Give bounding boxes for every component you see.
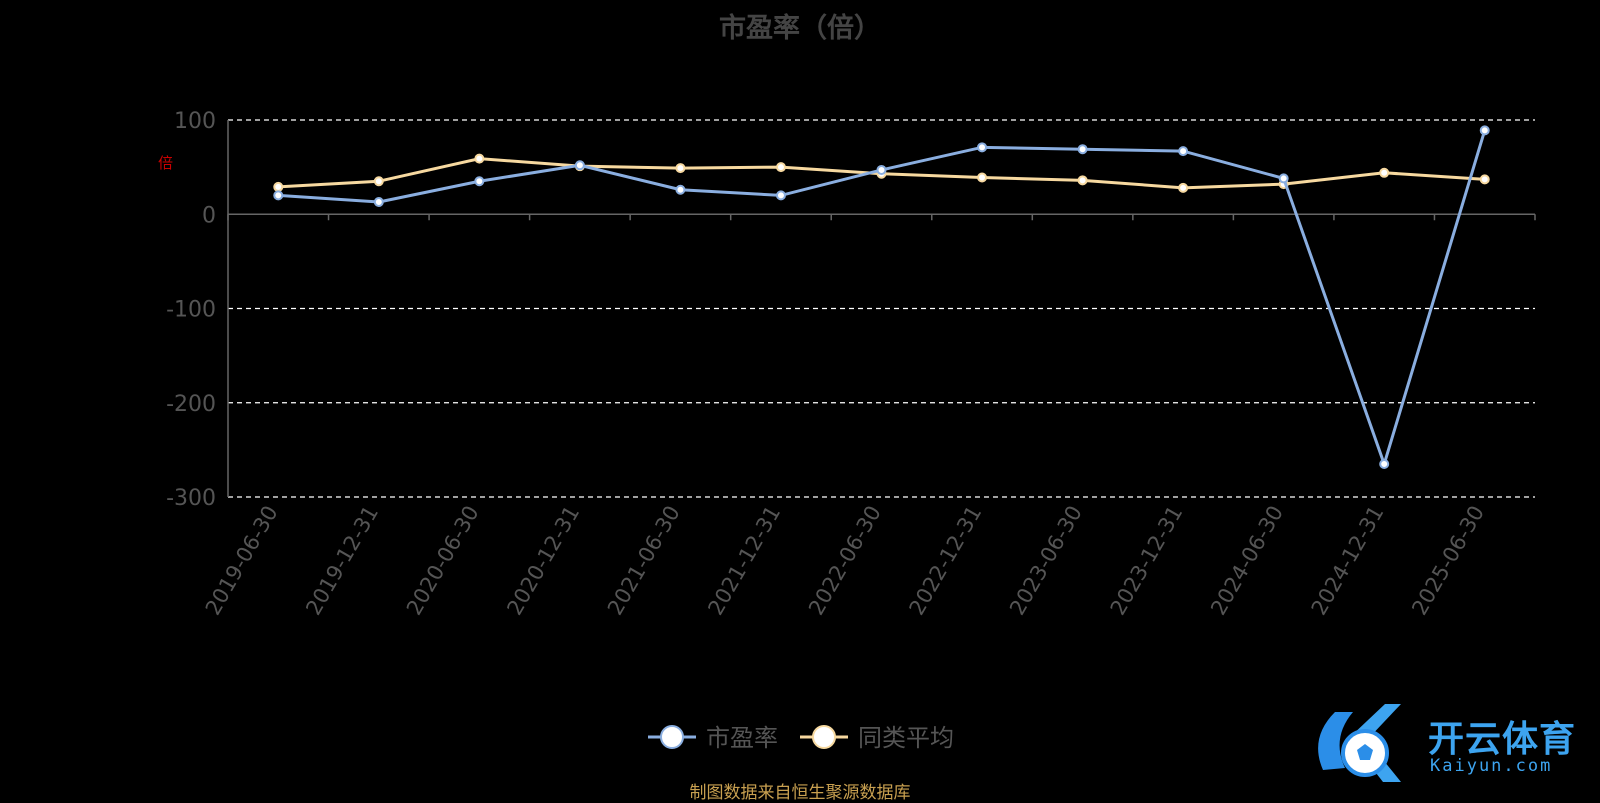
x-tick-label: 2019-12-31 (301, 502, 383, 620)
x-tick-label: 2021-06-30 (603, 502, 685, 620)
avg-series-point (977, 172, 988, 183)
legend-label: 同类平均 (858, 724, 954, 752)
y-tick-label: -300 (166, 486, 216, 511)
avg-series-point (1077, 175, 1088, 186)
kaiyun-logo-icon (1318, 704, 1401, 782)
avg-series-point (1379, 167, 1390, 178)
avg-series-point (373, 176, 384, 187)
pe-series-point (1178, 146, 1189, 157)
watermark-url: Kaiyun.com (1430, 756, 1553, 776)
avg-series-point (273, 181, 284, 192)
pe-series-point (474, 176, 485, 187)
avg-series-point (1178, 182, 1189, 193)
pe-series-point (373, 196, 384, 207)
pe-series-point (1479, 125, 1490, 136)
pe-series-point (675, 184, 686, 195)
pe-series-point (876, 164, 887, 175)
pe-series-point (1077, 144, 1088, 155)
pe-series-point (1379, 459, 1390, 470)
x-tick-label: 2022-06-30 (804, 502, 886, 620)
source-note: 制图数据来自恒生聚源数据库 (689, 783, 911, 803)
x-tick-label: 2022-12-31 (905, 502, 987, 620)
x-tick-label: 2020-12-31 (502, 502, 584, 620)
x-tick-label: 2020-06-30 (402, 502, 484, 620)
avg-series-point (1479, 174, 1490, 185)
y-tick-label: 0 (202, 203, 216, 228)
avg-series-point (474, 153, 485, 164)
x-tick-label: 2023-12-31 (1106, 502, 1188, 620)
x-tick-label: 2023-06-30 (1005, 502, 1087, 620)
x-tick-label: 2024-06-30 (1206, 502, 1288, 620)
pe-series-point (273, 190, 284, 201)
chart-title: 市盈率（倍） (719, 13, 881, 44)
legend-marker (660, 725, 684, 749)
y-tick-label: -200 (166, 392, 216, 417)
pe-series-point (574, 160, 585, 171)
x-tick-label: 2024-12-31 (1307, 502, 1389, 620)
legend-marker (812, 725, 836, 749)
pe-series-point (977, 142, 988, 153)
avg-series-point (775, 162, 786, 173)
y-tick-label: 100 (174, 109, 216, 134)
avg-series-point (675, 163, 686, 174)
y-unit-mark: 倍 (158, 154, 173, 172)
x-tick-label: 2025-06-30 (1407, 502, 1489, 620)
pe-series-point (1278, 173, 1289, 184)
pe-series-point (775, 190, 786, 201)
x-tick-label: 2021-12-31 (703, 502, 785, 620)
watermark-text: 开云体育 (1428, 719, 1577, 760)
legend-label: 市盈率 (706, 724, 778, 752)
x-tick-label: 2019-06-30 (201, 502, 283, 620)
y-tick-label: -100 (166, 298, 216, 323)
